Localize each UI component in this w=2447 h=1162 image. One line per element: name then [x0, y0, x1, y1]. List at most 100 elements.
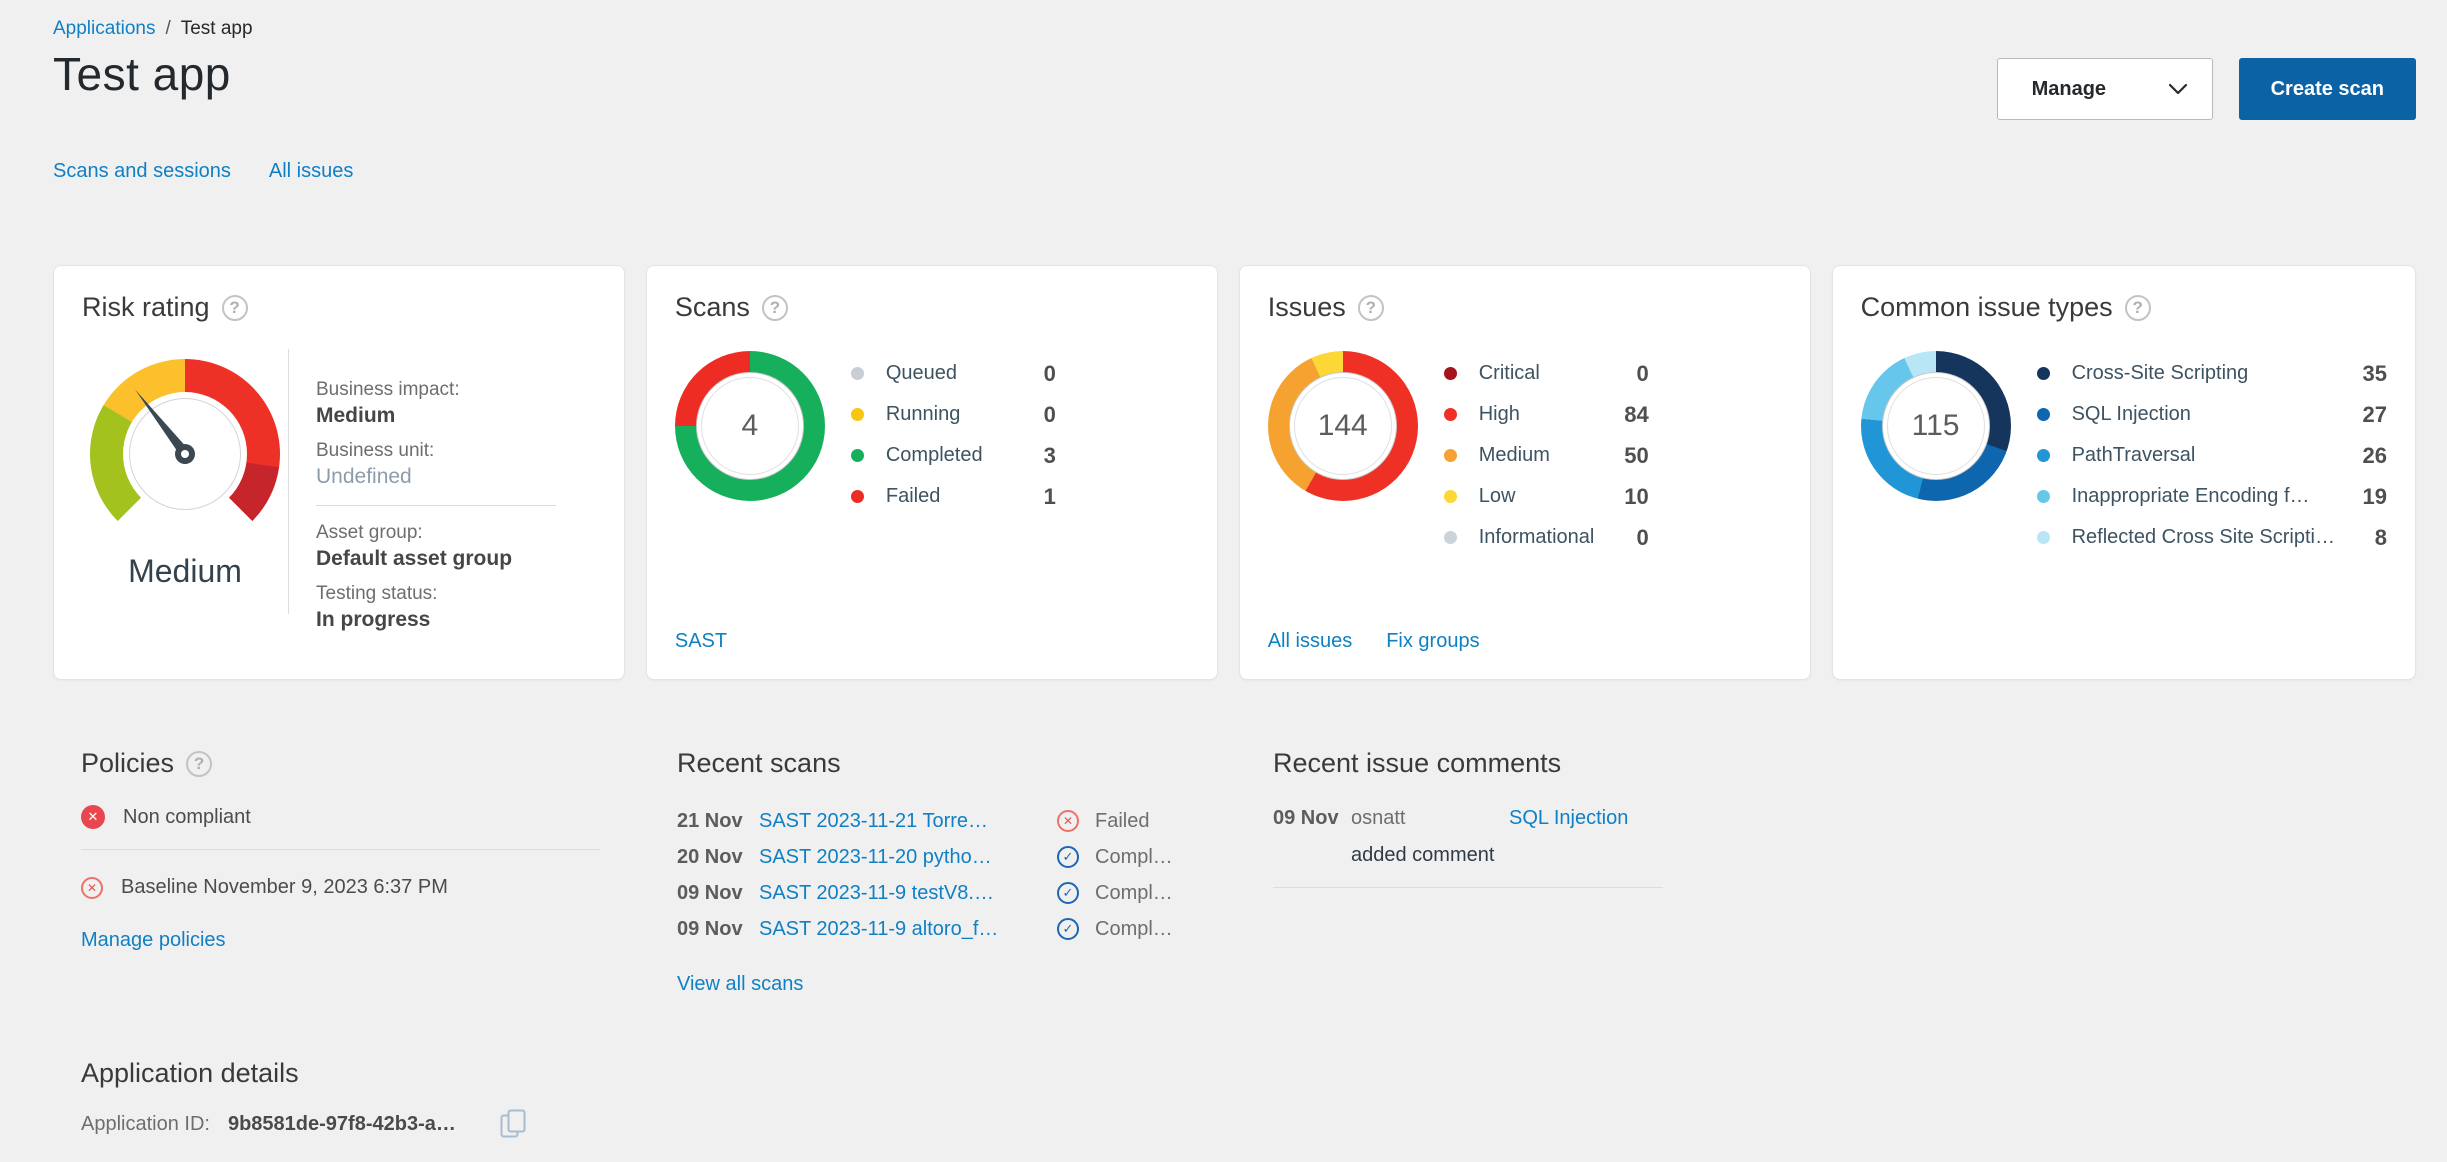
help-icon[interactable]	[221, 294, 248, 321]
risk-rating-card: Risk rating Medium Business impact	[53, 265, 625, 680]
business-unit-label: Business unit:	[316, 440, 435, 461]
policies-section: Policies Non compliant Baseline November…	[53, 748, 628, 996]
scan-completed-icon	[1057, 846, 1079, 868]
legend-item-critical: Critical 0	[1443, 353, 1649, 394]
page-title: Test app	[53, 48, 231, 100]
type-dot	[2036, 490, 2050, 503]
help-icon[interactable]	[186, 750, 213, 777]
policy-compliance-row: Non compliant	[81, 805, 600, 829]
baseline-failed-icon	[81, 876, 103, 899]
severity-dot	[1443, 490, 1457, 503]
status-dot	[850, 408, 864, 421]
comment-action: added comment	[1351, 844, 1495, 866]
severity-dot	[1443, 408, 1457, 421]
common-issue-types-title: Common issue types	[1861, 292, 2387, 323]
tab-all-issues[interactable]: All issues	[268, 160, 354, 182]
view-all-scans-link[interactable]: View all scans	[677, 973, 804, 995]
header-actions: Manage Create scan	[1996, 58, 2416, 120]
legend-item-medium: Medium 50	[1443, 435, 1649, 476]
scan-row: 09 Nov SAST 2023-11-9 testV8.… Compl…	[677, 875, 1196, 911]
scan-row: 21 Nov SAST 2023-11-21 Torre… Failed	[677, 803, 1196, 839]
comment-author: osnatt	[1351, 807, 1406, 829]
risk-gauge	[90, 359, 280, 549]
breadcrumb-separator: /	[165, 18, 171, 39]
asset-group-label: Asset group:	[316, 522, 423, 543]
fix-groups-link[interactable]: Fix groups	[1386, 630, 1480, 652]
scan-row: 09 Nov SAST 2023-11-9 altoro_f… Compl…	[677, 911, 1196, 947]
tabs: Scans and sessions All issues	[53, 160, 2416, 183]
help-icon[interactable]	[761, 294, 788, 321]
breadcrumb: Applications / Test app	[53, 16, 2416, 42]
scan-name-link[interactable]: SAST 2023-11-9 altoro_f…	[759, 917, 999, 940]
status-dot	[850, 449, 864, 462]
sast-link[interactable]: SAST	[674, 630, 728, 652]
common-issue-types-total: 115	[1881, 372, 1990, 480]
asset-group-value: Default asset group	[316, 547, 513, 570]
compliance-status: Non compliant	[123, 805, 251, 828]
vertical-divider	[288, 349, 289, 614]
manage-button[interactable]: Manage	[1996, 58, 2213, 120]
help-icon[interactable]	[1357, 294, 1384, 321]
chevron-down-icon	[2168, 83, 2188, 95]
status-dot	[850, 367, 864, 380]
copy-icon[interactable]	[500, 1109, 526, 1139]
scan-name-link[interactable]: SAST 2023-11-21 Torre…	[759, 809, 989, 832]
policy-baseline-row: Baseline November 9, 2023 6:37 PM	[81, 876, 600, 899]
scans-donut-chart: 4	[674, 351, 825, 501]
severity-dot	[1443, 531, 1457, 544]
scans-legend: Queued 0 Running 0 Completed 3	[850, 351, 1056, 517]
help-icon[interactable]	[2124, 294, 2151, 321]
manage-button-label: Manage	[2031, 77, 2107, 100]
comment-row: 09 Nov osnatt SQL Injection added commen…	[1273, 807, 2388, 867]
scan-completed-icon	[1057, 882, 1079, 904]
scan-failed-icon	[1057, 810, 1079, 832]
risk-gauge-label: Medium	[128, 553, 242, 589]
breadcrumb-applications-link[interactable]: Applications	[53, 18, 156, 39]
recent-issue-comments-section: Recent issue comments 09 Nov osnatt SQL …	[1245, 748, 2416, 996]
baseline-text: Baseline November 9, 2023 6:37 PM	[121, 876, 448, 898]
non-compliant-icon	[81, 805, 105, 829]
policies-title: Policies	[81, 748, 600, 779]
horizontal-divider	[81, 849, 600, 850]
scan-name-link[interactable]: SAST 2023-11-20 pytho…	[759, 845, 992, 868]
horizontal-divider	[316, 505, 556, 506]
legend-item-inappropriate-encoding: Inappropriate Encoding f… 19	[2036, 476, 2387, 517]
breadcrumb-current: Test app	[180, 18, 253, 39]
legend-item-high: High 84	[1443, 394, 1649, 435]
application-details-section: Application details Application ID: 9b85…	[53, 1058, 2416, 1139]
business-unit-value: Undefined	[316, 465, 412, 488]
legend-item-informational: Informational 0	[1443, 517, 1649, 558]
scan-completed-icon	[1057, 918, 1079, 940]
recent-scans-title: Recent scans	[677, 748, 841, 778]
risk-rating-title: Risk rating	[82, 292, 596, 323]
testing-status-label: Testing status:	[316, 583, 438, 604]
type-dot	[2036, 531, 2050, 544]
type-dot	[2036, 367, 2050, 380]
create-scan-button[interactable]: Create scan	[2238, 58, 2416, 120]
legend-item-xss: Cross-Site Scripting 35	[2036, 353, 2387, 394]
risk-details: Business impact: Medium Business unit: U…	[289, 345, 596, 644]
scan-name-link[interactable]: SAST 2023-11-9 testV8.…	[759, 881, 994, 904]
issues-card: Issues 144 Critical 0 High 84	[1238, 265, 1811, 680]
common-issue-types-donut-chart: 115	[1860, 351, 2011, 501]
common-issue-types-legend: Cross-Site Scripting 35 SQL Injection 27…	[2036, 351, 2387, 558]
scans-total: 4	[695, 372, 804, 480]
severity-dot	[1443, 367, 1457, 380]
legend-item-sql-injection: SQL Injection 27	[2036, 394, 2387, 435]
legend-item-reflected-xss: Reflected Cross Site Scripti… 8	[2036, 517, 2387, 558]
comment-issue-link[interactable]: SQL Injection	[1509, 807, 1629, 829]
legend-item-completed: Completed 3	[850, 435, 1056, 476]
summary-cards: Risk rating Medium Business impact	[53, 265, 2416, 680]
legend-item-queued: Queued 0	[850, 353, 1056, 394]
scans-card: Scans 4 Queued 0 Running 0	[645, 265, 1218, 680]
manage-policies-link[interactable]: Manage policies	[81, 929, 226, 951]
legend-item-low: Low 10	[1443, 476, 1649, 517]
severity-dot	[1443, 449, 1457, 462]
tab-scans-and-sessions[interactable]: Scans and sessions	[53, 160, 231, 182]
recent-issue-comments-title: Recent issue comments	[1273, 748, 1562, 778]
application-id-value: 9b8581de-97f8-42b3-a…	[227, 1112, 456, 1135]
legend-item-running: Running 0	[850, 394, 1056, 435]
all-issues-link[interactable]: All issues	[1267, 630, 1353, 652]
issues-title: Issues	[1268, 292, 1782, 323]
legend-item-path-traversal: PathTraversal 26	[2036, 435, 2387, 476]
